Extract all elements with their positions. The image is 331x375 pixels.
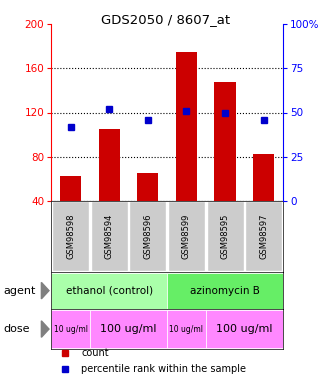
Bar [167,310,206,348]
Bar [129,201,166,271]
Bar [245,201,282,271]
Bar [176,52,197,201]
Bar [51,310,90,348]
Bar [214,82,236,201]
Bar [52,201,89,271]
Text: GSM98599: GSM98599 [182,214,191,259]
Bar [99,129,120,201]
Bar [51,273,167,309]
Polygon shape [41,282,49,299]
Text: GSM98598: GSM98598 [66,213,75,259]
Text: 10 ug/ml: 10 ug/ml [169,324,204,334]
Text: GDS2050 / 8607_at: GDS2050 / 8607_at [101,13,230,26]
Bar [167,273,283,309]
Bar [91,201,128,271]
Bar [168,201,205,271]
Text: azinomycin B: azinomycin B [190,286,260,296]
Text: GSM98596: GSM98596 [143,213,152,259]
Text: percentile rank within the sample: percentile rank within the sample [81,364,246,374]
Bar [253,154,274,201]
Bar [90,310,167,348]
Text: ethanol (control): ethanol (control) [66,286,153,296]
Bar [60,176,81,201]
Text: 100 ug/ml: 100 ug/ml [216,324,273,334]
Text: 10 ug/ml: 10 ug/ml [54,324,88,334]
Bar [206,310,283,348]
Text: GSM98595: GSM98595 [220,214,230,259]
Text: GSM98597: GSM98597 [259,213,268,259]
Bar [137,173,159,201]
Bar [207,201,244,271]
Text: GSM98594: GSM98594 [105,214,114,259]
Text: agent: agent [3,286,36,296]
Polygon shape [41,321,49,338]
Text: dose: dose [3,324,30,334]
Text: count: count [81,348,109,357]
Text: 100 ug/ml: 100 ug/ml [100,324,157,334]
